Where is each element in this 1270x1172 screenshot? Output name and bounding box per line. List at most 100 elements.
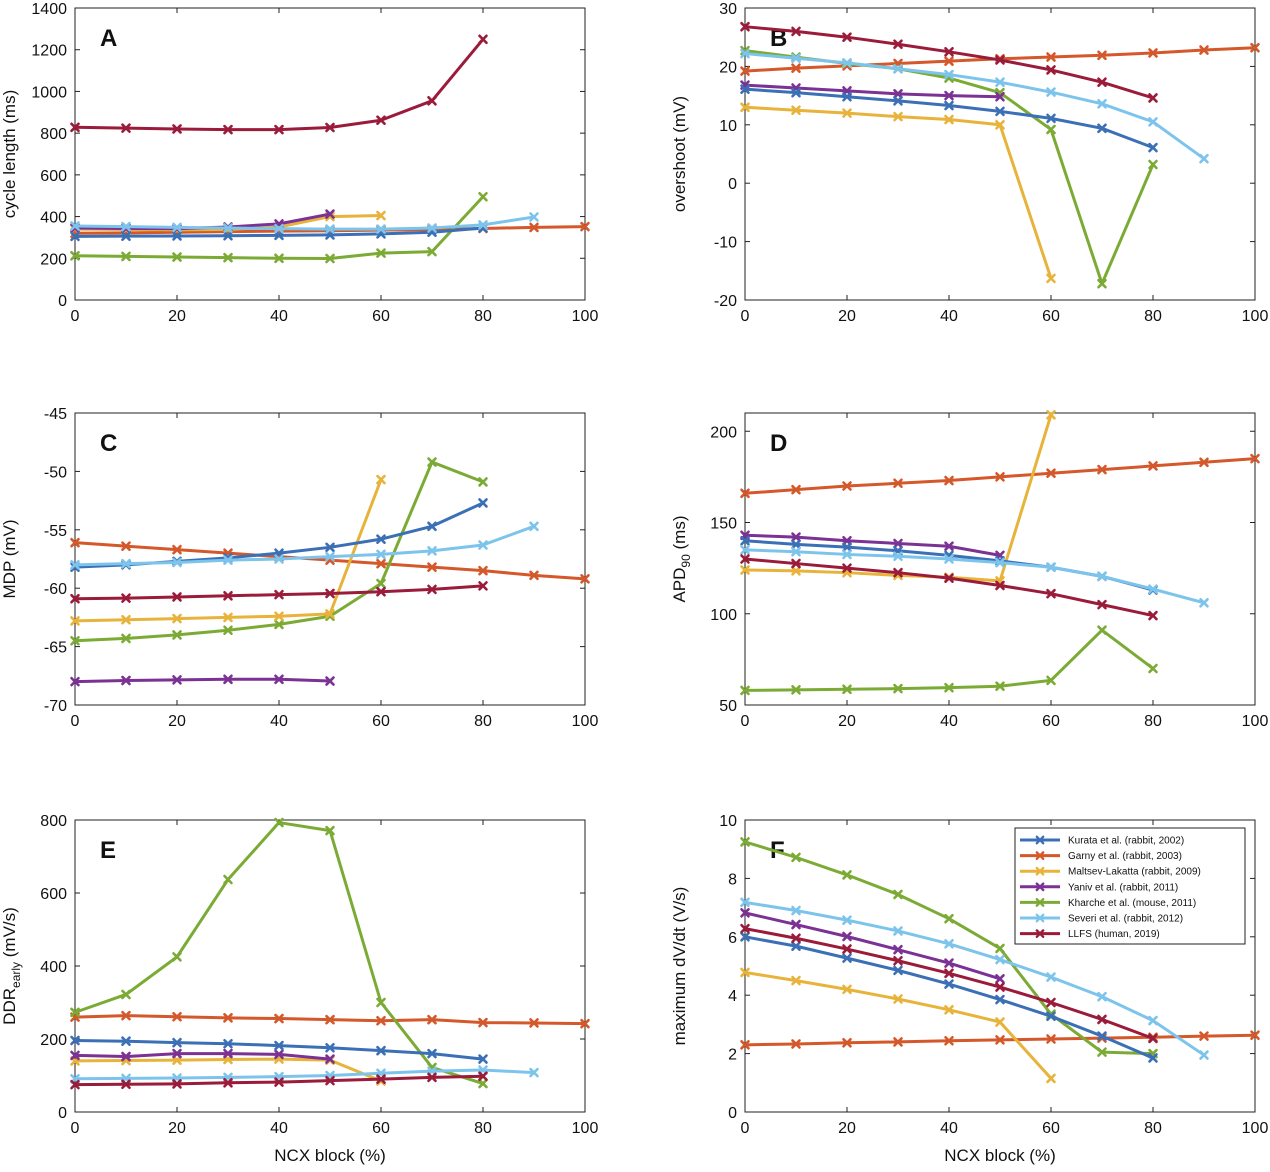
series-line-yaniv (74, 677, 331, 684)
data-point-kharche (376, 997, 386, 1008)
data-point-garny (791, 63, 801, 73)
y-tick-label: -55 (44, 523, 67, 540)
data-point-yaniv (70, 676, 80, 687)
y-tick-label: 800 (40, 813, 67, 830)
data-point-kharche (478, 191, 488, 202)
data-point-llfs (274, 1077, 284, 1087)
data-point-kurata (1046, 113, 1056, 124)
data-point-yaniv (70, 1050, 80, 1061)
series-yaniv (70, 1048, 335, 1064)
data-point-maltsev (842, 984, 852, 995)
series-garny (70, 1010, 590, 1029)
series-line-llfs (744, 557, 1154, 618)
x-tick-label: 40 (270, 1120, 288, 1137)
data-point-yaniv (223, 674, 233, 685)
data-point-garny (325, 1014, 335, 1025)
data-point-kharche (70, 1007, 80, 1018)
series-line-yaniv (744, 911, 1001, 981)
data-point-kharche (944, 913, 954, 924)
panel-e: 0 20 40 60 80 100 0 200 400 600 800 DDRearly (mV/s)… (0, 813, 598, 1165)
data-point-llfs (1046, 588, 1056, 599)
series-severi (70, 521, 539, 570)
series-maltsev (740, 410, 1056, 586)
data-point-severi (842, 549, 852, 560)
data-point-kurata (172, 1037, 182, 1048)
y-tick-label: 2 (728, 1047, 737, 1064)
data-point-garny (580, 574, 590, 584)
y-tick-label: -70 (44, 698, 67, 715)
series-line-kharche (744, 49, 1155, 286)
data-point-severi (791, 53, 801, 64)
axes-box (74, 7, 586, 301)
data-point-maltsev (223, 612, 233, 623)
axes-box (744, 819, 1256, 1113)
data-point-severi (223, 555, 233, 565)
data-point-kurata (893, 96, 903, 106)
series-line-severi (74, 215, 535, 231)
data-point-kurata (995, 106, 1005, 117)
data-point-yaniv (325, 1054, 335, 1064)
data-point-severi (842, 58, 852, 68)
data-point-llfs (1097, 77, 1107, 87)
data-point-llfs (944, 968, 954, 979)
data-point-kharche (223, 874, 233, 885)
data-point-maltsev (944, 114, 954, 125)
data-point-kharche (1148, 663, 1158, 674)
x-tick-label: 80 (1144, 308, 1162, 325)
y-tick-label: 200 (40, 251, 67, 268)
data-point-kharche (478, 477, 488, 487)
data-point-llfs (274, 589, 284, 600)
data-point-severi (325, 224, 335, 234)
y-tick-label: -60 (44, 581, 67, 598)
data-point-garny (791, 1039, 801, 1049)
data-point-garny (478, 565, 488, 576)
data-point-kharche (70, 250, 80, 261)
series-severi (740, 545, 1209, 608)
data-point-kurata (427, 1048, 437, 1059)
data-point-severi (1148, 584, 1158, 594)
data-point-garny (427, 1014, 437, 1025)
y-tick-label: 600 (40, 168, 67, 185)
data-point-yaniv (893, 944, 903, 955)
data-point-kharche (478, 1078, 488, 1089)
legend-label-llfs: LLFS (human, 2019) (1068, 929, 1160, 940)
series-llfs (70, 1071, 488, 1090)
data-point-llfs (376, 1074, 386, 1084)
y-tick-label: 0 (58, 293, 67, 310)
series-line-llfs (74, 584, 484, 601)
x-tick-label: 60 (372, 308, 390, 325)
series-kharche (70, 457, 488, 646)
data-point-severi (1046, 972, 1056, 982)
y-tick-label: 4 (728, 988, 737, 1005)
x-tick-label: 0 (71, 1120, 80, 1137)
data-point-kharche (1097, 625, 1107, 635)
legend-label-maltsev: Maltsev-Lakatta (rabbit, 2009) (1068, 867, 1201, 878)
data-point-llfs (842, 563, 852, 573)
series-kharche (70, 191, 488, 264)
data-point-llfs (121, 123, 131, 133)
x-tick-label: 100 (1242, 1120, 1269, 1137)
data-point-severi (70, 221, 80, 231)
data-point-maltsev (893, 111, 903, 122)
data-point-kurata (1097, 1031, 1107, 1041)
y-tick-label: 20 (719, 59, 737, 76)
data-point-llfs (995, 55, 1005, 65)
panel-c: 0 20 40 60 80 100 -70 -65 -60 -55 -50 -45 MDP (mV) C (0, 406, 598, 730)
x-tick-label: 100 (1242, 713, 1269, 730)
data-point-yaniv (740, 908, 750, 918)
data-point-kurata (842, 953, 852, 963)
series-kurata (740, 84, 1158, 153)
series-line-severi (74, 1068, 535, 1081)
data-point-garny (529, 570, 539, 581)
x-tick-label: 20 (838, 308, 856, 325)
data-point-kurata (740, 84, 750, 94)
data-point-kurata (172, 231, 182, 241)
data-point-yaniv (274, 674, 284, 685)
data-point-severi (478, 540, 488, 550)
data-point-llfs (944, 573, 954, 583)
data-point-yaniv (944, 90, 954, 101)
data-point-garny (740, 1040, 750, 1050)
series-kurata (740, 932, 1158, 1063)
legend: Kurata et al. (rabbit, 2002) Garny et al.… (1014, 827, 1246, 945)
